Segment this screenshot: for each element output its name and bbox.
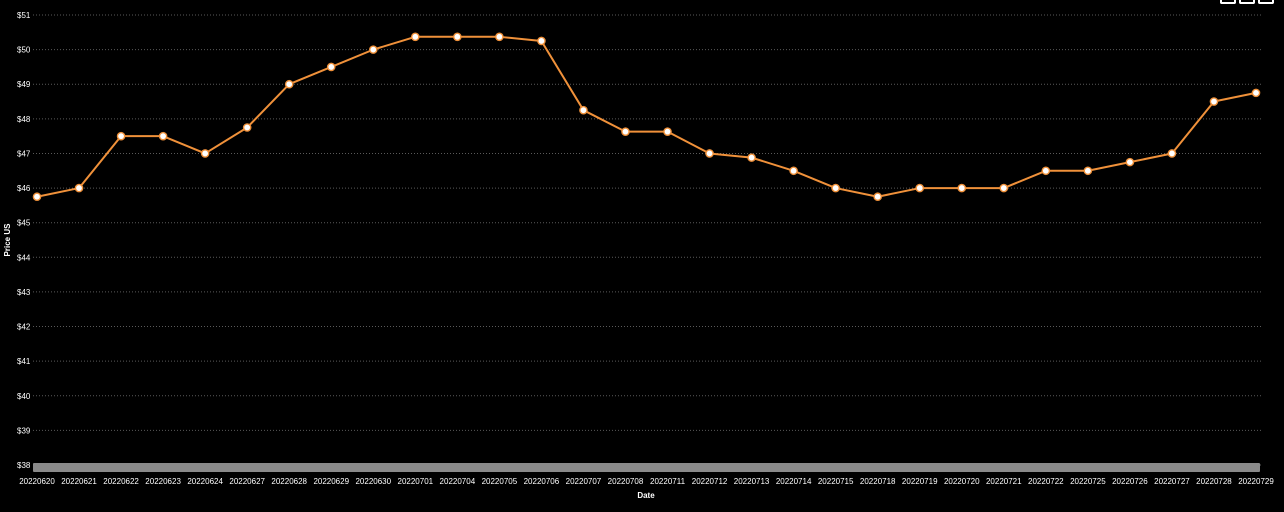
data-point[interactable] (1251, 88, 1261, 98)
x-tick-label: 20220621 (61, 477, 97, 486)
x-tick-label: 20220630 (355, 477, 391, 486)
x-tick-label: 20220701 (398, 477, 434, 486)
data-point[interactable] (1125, 157, 1135, 167)
data-point[interactable] (158, 131, 168, 141)
y-tick-label: $42 (17, 323, 31, 332)
x-tick-label: 20220714 (776, 477, 812, 486)
x-tick-label: 20220706 (524, 477, 560, 486)
x-tick-label: 20220721 (986, 477, 1022, 486)
y-tick-label: $45 (17, 219, 31, 228)
y-tick-label: $40 (17, 392, 31, 401)
data-point[interactable] (242, 123, 252, 132)
data-point[interactable] (495, 32, 504, 42)
y-tick-label: $51 (17, 11, 31, 20)
data-point[interactable] (411, 32, 420, 42)
x-tick-label: 20220728 (1196, 477, 1232, 486)
y-tick-label: $39 (17, 426, 31, 435)
data-point[interactable] (915, 183, 925, 193)
x-tick-label: 20220719 (902, 477, 938, 486)
x-axis-tick-labels: 20220620 20220621 20220622 20220623 20220624… (19, 477, 1274, 486)
data-point[interactable] (789, 166, 798, 176)
x-tick-label: 20220623 (145, 477, 181, 486)
x-tick-label: 20220718 (860, 477, 896, 486)
x-tick-label: 20220722 (1028, 477, 1064, 486)
x-tick-label: 20220720 (944, 477, 980, 486)
data-point[interactable] (537, 36, 546, 46)
x-tick-label: 20220629 (313, 477, 349, 486)
series-price (32, 32, 1261, 202)
x-tick-label: 20220628 (271, 477, 307, 486)
chart-toolbar (1220, 0, 1274, 4)
x-tick-label: 20220707 (566, 477, 602, 486)
x-tick-label: 20220729 (1238, 477, 1274, 486)
data-point[interactable] (831, 183, 840, 193)
x-tick-label: 20220715 (818, 477, 854, 486)
y-tick-label: $49 (17, 80, 31, 89)
y-tick-label: $46 (17, 184, 31, 193)
x-tick-label: 20220711 (650, 477, 686, 486)
data-point[interactable] (621, 127, 630, 136)
data-point[interactable] (1209, 97, 1219, 106)
data-point[interactable] (453, 32, 462, 42)
x-tick-label: 20220713 (734, 477, 770, 486)
data-point[interactable] (74, 183, 84, 193)
data-point[interactable] (579, 105, 588, 115)
x-tick-label: 20220727 (1154, 477, 1190, 486)
x-tick-label: 20220725 (1070, 477, 1106, 486)
x-tick-label: 20220624 (187, 477, 223, 486)
y-tick-label: $44 (17, 253, 31, 262)
data-point[interactable] (1041, 166, 1051, 176)
x-tick-label: 20220622 (103, 477, 139, 486)
x-axis-title: Date (637, 491, 655, 500)
data-point[interactable] (32, 192, 42, 202)
data-point[interactable] (663, 127, 672, 136)
data-point[interactable] (873, 192, 882, 202)
y-axis-tick-labels: $38 $39 $40 $41 $42 $43 $44 $45 $46 $47 $48 $49 $50 $… (17, 11, 31, 470)
y-tick-label: $47 (17, 149, 31, 158)
data-point[interactable] (999, 183, 1009, 193)
pan-icon[interactable] (1239, 0, 1255, 4)
data-point[interactable] (747, 153, 756, 162)
y-tick-label: $43 (17, 288, 31, 297)
data-point[interactable] (116, 131, 126, 141)
data-point[interactable] (1167, 149, 1177, 158)
y-axis-title: Price US (3, 223, 12, 257)
zoom-icon[interactable] (1220, 0, 1236, 4)
data-point[interactable] (1083, 166, 1093, 176)
y-tick-label: $38 (17, 461, 31, 470)
series-line (36, 35, 1257, 198)
x-tick-label: 20220708 (608, 477, 644, 486)
data-point[interactable] (284, 79, 294, 89)
x-tick-label: 20220726 (1112, 477, 1148, 486)
x-tick-label: 20220627 (229, 477, 265, 486)
data-point[interactable] (326, 62, 336, 72)
x-tick-label: 20220705 (482, 477, 518, 486)
grid-lines (33, 14, 1262, 466)
y-tick-label: $48 (17, 115, 31, 124)
data-point[interactable] (200, 149, 210, 158)
horizontal-scrollbar[interactable] (33, 463, 1260, 472)
reset-icon[interactable] (1258, 0, 1274, 4)
data-point[interactable] (957, 183, 967, 193)
x-tick-label: 20220712 (692, 477, 728, 486)
y-tick-label: $50 (17, 46, 31, 55)
data-point[interactable] (705, 149, 714, 158)
y-tick-label: $41 (17, 357, 31, 366)
x-tick-label: 20220620 (19, 477, 55, 486)
x-tick-label: 20220704 (440, 477, 476, 486)
data-point[interactable] (368, 45, 378, 54)
